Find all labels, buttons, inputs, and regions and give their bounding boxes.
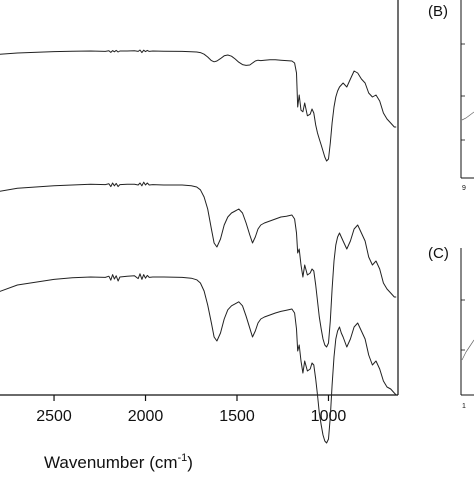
panel-c-label: (C)	[428, 245, 449, 262]
spectra-traces	[0, 49, 397, 444]
panel-b-trace	[461, 111, 474, 121]
panel-a: 2500 2000 1500 1000 Wavenumber (cm-1)	[0, 0, 399, 472]
x-axis-label-superscript: -1	[178, 452, 188, 464]
spectrum-line-2	[0, 181, 397, 348]
panel-b: (B) 9	[428, 0, 474, 192]
panel-c: (C) 1	[428, 245, 474, 410]
x-tick-label: 1000	[311, 408, 347, 425]
x-tick-label: 1500	[219, 408, 255, 425]
panel-b-label: (B)	[428, 3, 448, 20]
x-tick-label: 2000	[128, 408, 164, 425]
panel-c-tick-label: 1	[462, 403, 466, 410]
x-axis-label-text: Wavenumber (cm	[44, 453, 178, 472]
x-axis-label-close: )	[187, 453, 193, 472]
panel-b-tick-label: 9	[462, 185, 466, 192]
spectrum-line-3	[0, 273, 397, 444]
x-ticks: 2500 2000 1500 1000	[36, 395, 346, 425]
x-axis-label: Wavenumber (cm-1)	[44, 452, 193, 472]
x-tick-label: 2500	[36, 408, 72, 425]
panel-c-trace	[461, 339, 474, 361]
spectrum-line-1	[0, 49, 397, 162]
